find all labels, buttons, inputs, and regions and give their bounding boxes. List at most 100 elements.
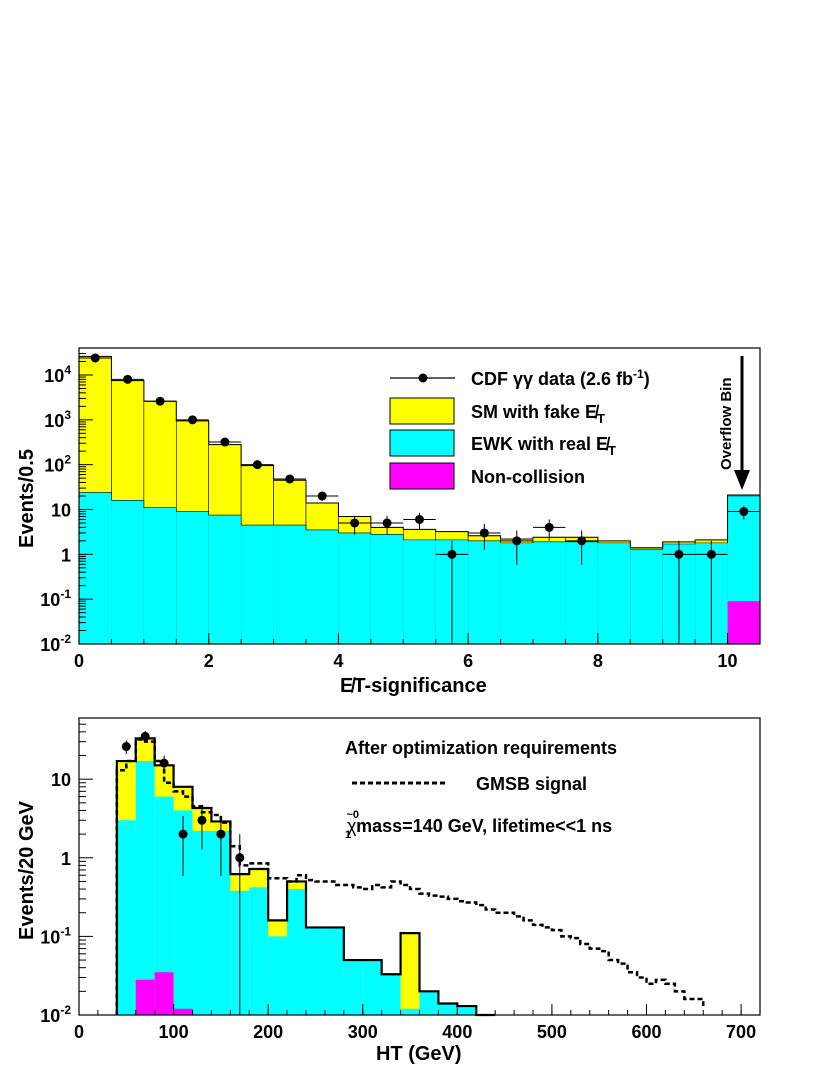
total-outline: [115, 737, 496, 1017]
y-tick-label: 10-2: [40, 1003, 71, 1026]
ewk-outline: [78, 492, 761, 644]
x-tick-label: 8: [593, 651, 603, 671]
overflow-annotation: Overflow Bin: [718, 356, 750, 490]
data-point: [252, 460, 262, 470]
y-tick-label: 10: [51, 770, 71, 790]
y-tick-label: 1: [61, 545, 71, 565]
ewk-bar: [135, 761, 155, 1015]
x-axis-label: HT (GeV): [376, 1043, 462, 1065]
ht-panel: 0 100 200 300 400 500 600 700 10-2 10-1 1 10 After …: [16, 717, 761, 1065]
data-point: [415, 514, 424, 524]
legend-swatch-nc: [389, 462, 455, 490]
ewk-bar: [249, 887, 269, 1015]
met-significance-panel: 0 2 4 6 8 10 10-2 10-1 1 10 102 103 104 Overflow Bin…: [16, 347, 761, 697]
ewk-bar: [400, 1008, 420, 1015]
y-tick-label: 10-1: [40, 924, 71, 947]
legend-ewk-label: EWK with real E̸T: [471, 434, 616, 458]
annotation-header: After optimization requirements: [345, 738, 617, 758]
ewk-bar: [597, 542, 631, 644]
data-point: [674, 549, 684, 559]
data-point: [178, 829, 188, 839]
noncollision-histogram: [727, 601, 760, 644]
data-point: [382, 518, 392, 528]
gmsb-signal-line: [115, 738, 705, 1015]
ewk-bar: [403, 539, 436, 644]
ewk-bar: [116, 820, 136, 1015]
data-point: [216, 829, 226, 839]
data-point: [544, 522, 554, 532]
x-axis-label: E̸T-significance: [340, 675, 487, 697]
data-point: [155, 396, 165, 406]
ewk-bar: [273, 525, 306, 644]
data-point: [235, 853, 245, 863]
data-point: [220, 437, 230, 447]
legend: CDF γγ data (2.6 fb-1) SM with fake E̸T …: [389, 367, 650, 490]
ewk-bar: [533, 541, 566, 644]
ewk-bar: [419, 991, 439, 1015]
ewk-bar: [111, 500, 144, 644]
noncollision-bar: [727, 601, 760, 644]
ewk-bar: [143, 507, 177, 644]
x-tick-label: 300: [348, 1022, 378, 1042]
data-point: [447, 549, 457, 559]
legend-data-label: CDF γγ data (2.6 fb-1): [471, 367, 650, 389]
data-points: [115, 731, 496, 1017]
ewk-bar: [154, 796, 174, 1015]
y-tick-label: 104: [44, 363, 71, 386]
noncollision-bar: [135, 979, 155, 1015]
y-axis-label: Events/0.5: [16, 449, 38, 548]
ewk-bar: [468, 540, 501, 644]
data-point: [706, 549, 716, 559]
ewk-bar: [381, 974, 401, 1015]
legend-swatch-sm: [389, 397, 455, 425]
ewk-bar: [370, 534, 404, 644]
ewk-bar: [211, 830, 231, 1015]
legend-nc-label: Non-collision: [471, 467, 585, 487]
data-point: [197, 815, 207, 825]
data-point: [123, 374, 133, 384]
data-point: [188, 415, 197, 425]
x-tick-label: 0: [74, 651, 84, 671]
data-point: [285, 474, 295, 484]
ewk-bar: [338, 532, 371, 644]
ewk-bar: [287, 889, 306, 1015]
ewk-bar: [306, 927, 325, 1015]
gmsb-signal-histogram: [115, 738, 705, 1015]
ewk-bar: [306, 529, 339, 644]
legend-sm-label: SM with fake E̸T: [471, 402, 605, 426]
x-tick-label: 400: [442, 1022, 472, 1042]
ewk-bar: [192, 830, 212, 1015]
noncollision-bar: [154, 972, 174, 1015]
data-point: [317, 491, 327, 501]
y-axis-label: Events/20 GeV: [16, 800, 38, 940]
data-point: [739, 507, 749, 517]
ewk-bar: [362, 960, 382, 1015]
data-points: [78, 353, 761, 644]
y-tick-label: 102: [44, 453, 71, 476]
data-point: [159, 758, 169, 768]
x-tick-label: 6: [463, 651, 473, 671]
x-tick-label: 600: [631, 1022, 661, 1042]
ewk-bar: [176, 511, 209, 644]
ewk-bar: [630, 549, 663, 644]
down-arrow-icon: [734, 470, 750, 490]
ewk-bar: [457, 1006, 477, 1015]
ewk-bar: [438, 1003, 458, 1015]
ewk-bar: [241, 525, 274, 644]
x-tick-label: 0: [74, 1022, 84, 1042]
data-point: [121, 742, 131, 752]
y-tick-label: 10: [51, 500, 71, 520]
signal-legend-label: GMSB signal: [476, 774, 587, 794]
x-tick-label: 4: [333, 651, 343, 671]
x-tick-label: 10: [718, 651, 738, 671]
data-point: [512, 536, 522, 546]
data-point: [140, 731, 150, 741]
noncollision-bar: [173, 1008, 193, 1015]
y-tick-label: 103: [44, 408, 71, 431]
ewk-bar: [343, 960, 363, 1015]
data-point: [577, 536, 587, 546]
noncollision-histogram: [135, 972, 193, 1015]
ewk-histogram: [79, 492, 760, 644]
signal-particle-label: χ~0 1 mass=140 GeV, lifetime<<1 ns: [345, 809, 612, 841]
